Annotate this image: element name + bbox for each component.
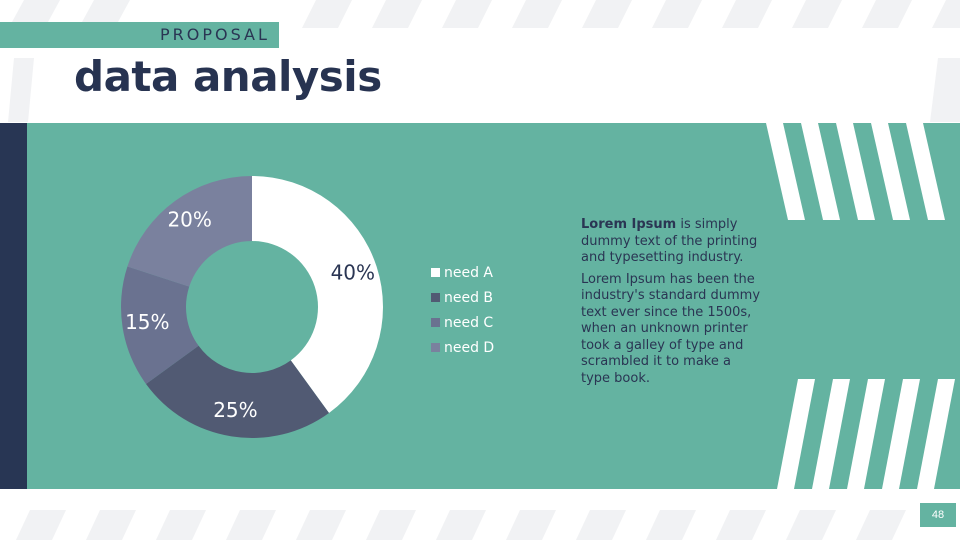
donut-slice-need-a — [252, 176, 384, 413]
donut-slice-need-d — [127, 176, 252, 287]
description-paragraph-2: Lorem Ipsum has been the industry's stan… — [581, 271, 761, 386]
legend-swatch — [431, 343, 440, 352]
page-title: data analysis — [74, 52, 382, 101]
description-text-1: is simply dummy text of the printing and… — [581, 217, 758, 265]
decorative-stripes — [766, 123, 955, 489]
legend-item: need D — [431, 335, 494, 360]
description-paragraph-1: Lorem Ipsum is simply dummy text of the … — [581, 217, 763, 267]
page-number: 48 — [920, 503, 956, 527]
legend-label: need C — [444, 314, 494, 331]
donut-slice-need-b — [146, 345, 329, 438]
donut-slice-need-c — [120, 266, 199, 384]
donut-value-label: 25% — [213, 398, 257, 422]
chart-canvas: 40% 25% 15% 20% — [120, 123, 955, 489]
legend-label: need D — [444, 339, 495, 356]
legend-label: need B — [444, 289, 494, 306]
section-label-bar — [0, 22, 279, 48]
legend-swatch — [431, 268, 440, 277]
legend-item: need B — [431, 285, 494, 310]
section-label: PROPOSAL — [160, 25, 270, 44]
accent-bar — [0, 123, 27, 489]
legend-item: need C — [431, 310, 494, 335]
donut-value-label: 20% — [167, 208, 211, 232]
description-bold: Lorem Ipsum — [581, 217, 677, 232]
donut-chart — [120, 176, 384, 438]
content-panel: 40% 25% 15% 20% need A need B need C need D Lo… — [0, 123, 960, 489]
legend-label: need A — [444, 264, 494, 281]
legend-swatch — [431, 318, 440, 327]
donut-labels: 40% 25% 15% 20% — [125, 208, 375, 422]
legend-item: need A — [431, 260, 494, 285]
chart-legend: need A need B need C need D — [431, 260, 494, 360]
donut-value-label: 15% — [125, 310, 169, 334]
legend-swatch — [431, 293, 440, 302]
description-text: Lorem Ipsum is simply dummy text of the … — [581, 217, 763, 392]
donut-value-label: 40% — [331, 261, 375, 285]
